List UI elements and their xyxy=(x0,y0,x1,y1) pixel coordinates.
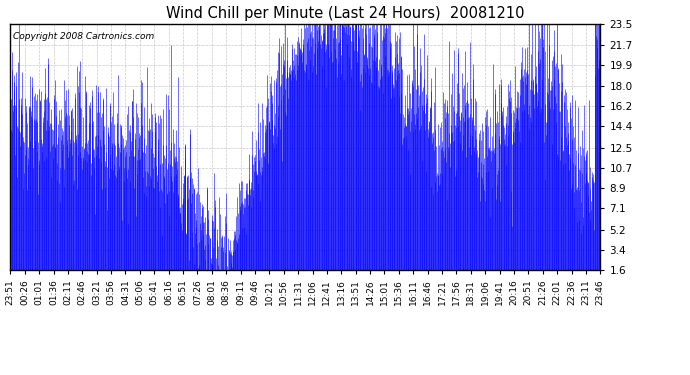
Text: Wind Chill per Minute (Last 24 Hours)  20081210: Wind Chill per Minute (Last 24 Hours) 20… xyxy=(166,6,524,21)
Text: Copyright 2008 Cartronics.com: Copyright 2008 Cartronics.com xyxy=(13,32,155,41)
